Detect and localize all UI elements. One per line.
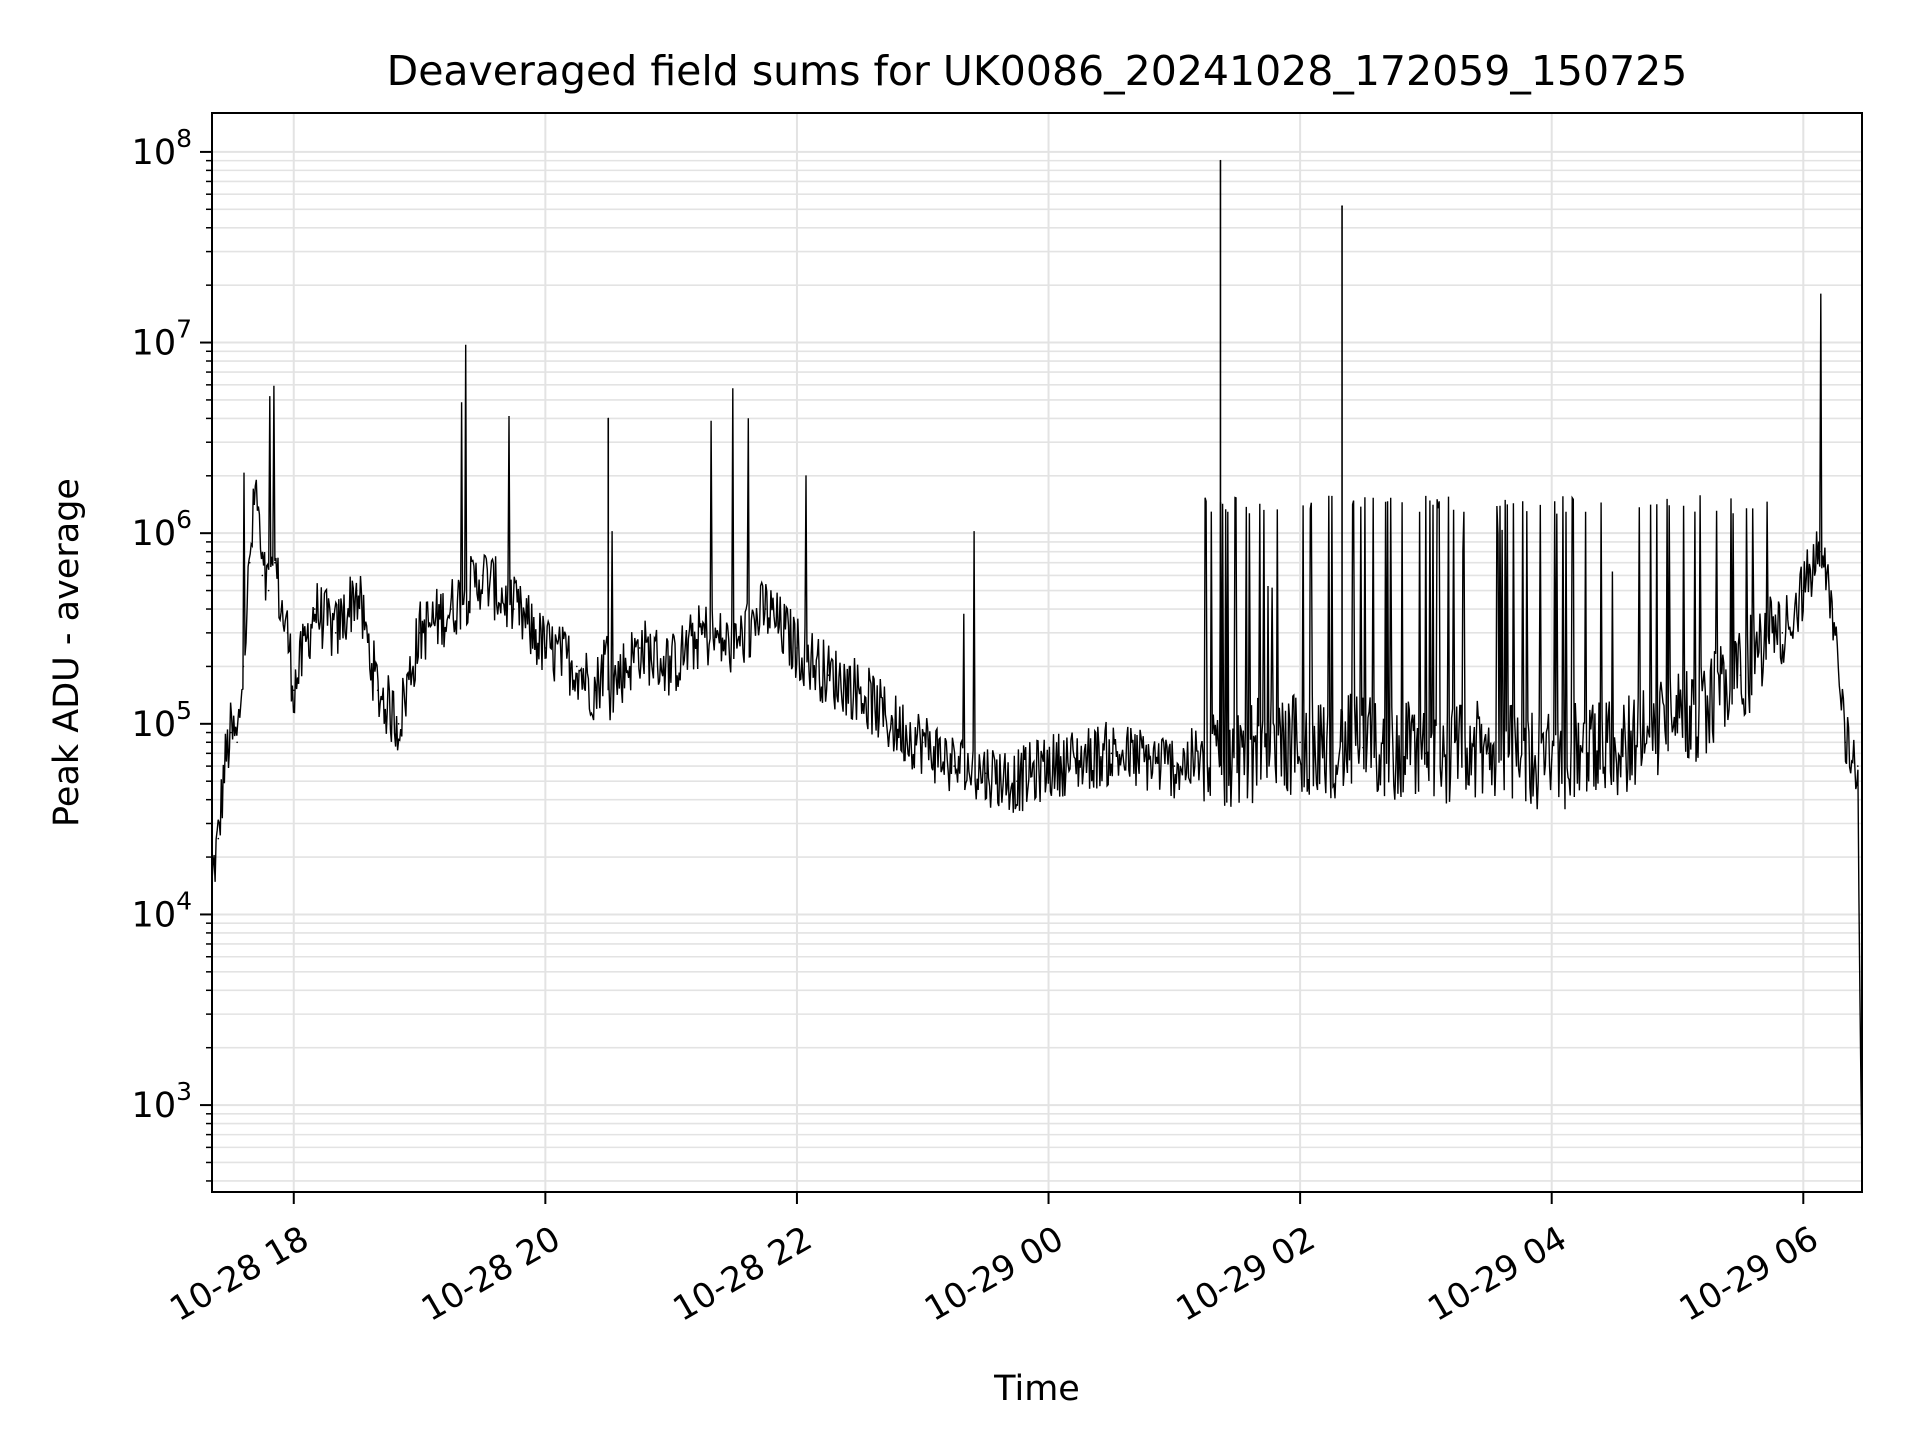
data-point — [1173, 765, 1176, 767]
data-point — [267, 589, 270, 592]
data-point — [513, 608, 515, 610]
data-point — [796, 647, 798, 649]
chart-title: Deaveraged field sums for UK0086_2024102… — [387, 47, 1688, 95]
data-point — [230, 731, 232, 734]
data-point — [1739, 674, 1742, 676]
data-point — [286, 632, 289, 634]
y-tick-label: 103 — [132, 1077, 192, 1126]
data-point — [984, 772, 987, 775]
data-point — [764, 608, 767, 610]
data-point — [670, 665, 672, 668]
data-point — [242, 665, 245, 668]
data-point — [223, 765, 226, 767]
series-layer — [211, 159, 1863, 1164]
data-point — [313, 608, 316, 610]
data-point — [481, 574, 484, 577]
x-axis-label: Time — [993, 1369, 1080, 1409]
data-point — [1299, 741, 1301, 744]
y-tick-label: 104 — [132, 886, 192, 935]
y-tick-label: 105 — [132, 696, 192, 745]
data-point — [607, 417, 610, 420]
data-point — [638, 647, 641, 649]
data-point — [1857, 765, 1859, 767]
data-point — [576, 665, 578, 668]
data-point — [376, 689, 379, 692]
data-point — [280, 608, 282, 610]
data-point — [292, 689, 295, 692]
data-point — [1488, 752, 1490, 755]
data-point — [248, 561, 251, 564]
data-point — [397, 723, 400, 725]
data-point — [859, 689, 861, 692]
data-point — [1047, 765, 1050, 767]
data-point — [1425, 752, 1427, 755]
data-point — [255, 483, 257, 486]
data-point — [236, 741, 238, 744]
data-point — [1550, 758, 1553, 761]
y-tick-label: 106 — [132, 505, 192, 554]
data-point — [274, 561, 276, 564]
data-point — [701, 632, 704, 634]
data-point — [1802, 589, 1805, 592]
data-point — [1236, 752, 1239, 755]
y-tick-label: 107 — [132, 315, 192, 364]
data-point — [1781, 632, 1784, 634]
data-point — [418, 632, 421, 634]
data-point — [334, 632, 337, 634]
y-axis-ticks: 103 104 105 106 107 108 — [132, 124, 212, 1182]
data-point — [1831, 608, 1834, 610]
data-point — [594, 689, 597, 692]
plot-frame — [211, 112, 1863, 1193]
data-point — [261, 574, 264, 577]
data-point — [1844, 741, 1847, 744]
data-point — [217, 837, 220, 840]
data-point — [1219, 159, 1222, 162]
data-point — [1016, 780, 1018, 783]
data-point — [1676, 723, 1679, 725]
data-point — [1613, 746, 1616, 749]
data-point — [733, 647, 735, 649]
data-point — [544, 647, 547, 649]
y-tick-label: 108 — [132, 124, 192, 173]
data-point — [355, 589, 358, 592]
data-point — [921, 741, 924, 744]
series-line — [211, 293, 1863, 1163]
data-point — [1819, 550, 1821, 553]
y-axis-label: Peak ADU - average — [47, 478, 87, 827]
data-point — [827, 674, 830, 676]
data-point — [1110, 752, 1113, 755]
data-point — [450, 608, 452, 610]
data-point — [953, 765, 955, 767]
data-point — [890, 723, 893, 725]
data-point — [1362, 746, 1364, 749]
data-point — [1341, 205, 1343, 207]
